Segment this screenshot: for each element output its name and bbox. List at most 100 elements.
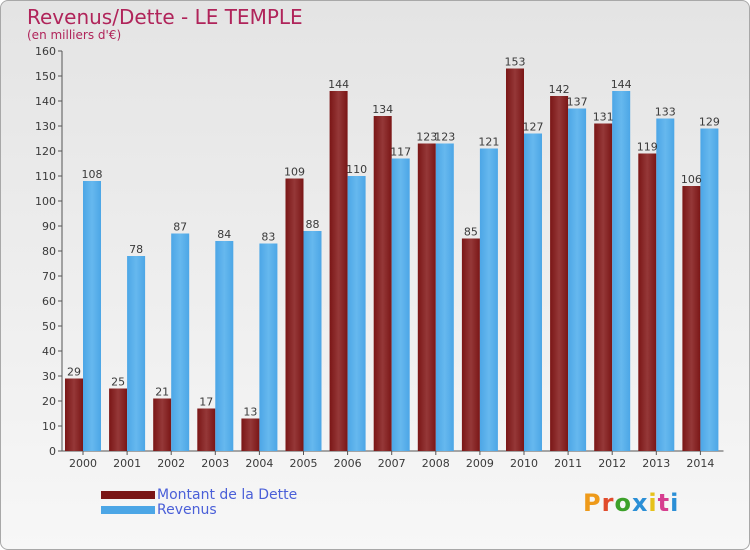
bar-debt-2010 xyxy=(506,68,524,451)
data-label-revenue-2014: 129 xyxy=(699,116,720,129)
bar-debt-2000 xyxy=(65,378,83,451)
data-label-revenue-2012: 144 xyxy=(611,78,632,91)
data-label-debt-2000: 29 xyxy=(67,366,81,379)
data-label-revenue-2002: 87 xyxy=(173,221,187,234)
bar-revenue-2007 xyxy=(391,158,410,451)
data-label-revenue-2004: 83 xyxy=(261,231,275,244)
data-label-debt-2014: 106 xyxy=(681,173,702,186)
x-tick-label: 2000 xyxy=(69,457,97,470)
bar-debt-2011 xyxy=(550,96,569,451)
bar-revenue-2008 xyxy=(435,143,454,451)
bar-debt-2009 xyxy=(461,238,480,451)
bar-debt-2001 xyxy=(109,388,128,451)
bar-debt-2003 xyxy=(197,408,216,451)
data-label-debt-2003: 17 xyxy=(199,396,213,409)
chart-subtitle: (en milliers d'€) xyxy=(27,28,122,42)
logo-letter: i xyxy=(648,489,658,517)
logo-letter: o xyxy=(614,489,632,517)
x-tick-label: 2001 xyxy=(113,457,141,470)
data-label-revenue-2005: 88 xyxy=(306,218,320,231)
y-tick-label: 120 xyxy=(35,145,56,158)
x-tick-label: 2011 xyxy=(554,457,582,470)
legend: Montant de la Dette Revenus xyxy=(101,487,297,518)
y-tick-label: 160 xyxy=(35,45,56,58)
data-label-debt-2005: 109 xyxy=(284,166,305,179)
y-tick-label: 70 xyxy=(42,270,56,283)
data-label-revenue-2006: 110 xyxy=(346,163,367,176)
data-label-debt-2008: 123 xyxy=(416,131,437,144)
y-tick-label: 30 xyxy=(42,370,56,383)
y-tick-label: 150 xyxy=(35,70,56,83)
bar-revenue-2006 xyxy=(347,176,366,451)
bar-revenue-2013 xyxy=(656,118,675,451)
data-label-debt-2012: 131 xyxy=(593,111,614,124)
data-label-revenue-2013: 133 xyxy=(655,106,676,119)
bar-revenue-2011 xyxy=(568,108,587,451)
x-tick-label: 2014 xyxy=(686,457,714,470)
legend-swatch-debt xyxy=(101,490,155,499)
x-tick-label: 2005 xyxy=(290,457,318,470)
bar-debt-2012 xyxy=(594,123,613,451)
bar-revenue-2001 xyxy=(127,256,146,451)
y-tick-label: 10 xyxy=(42,420,56,433)
data-label-debt-2002: 21 xyxy=(155,386,169,399)
y-tick-label: 20 xyxy=(42,395,56,408)
y-tick-label: 0 xyxy=(49,445,56,458)
proxiti-logo: Proxiti xyxy=(583,489,679,517)
bar-debt-2013 xyxy=(638,153,657,451)
y-tick-label: 40 xyxy=(42,345,56,358)
bar-debt-2014 xyxy=(682,186,701,451)
y-tick-label: 80 xyxy=(42,245,56,258)
data-label-debt-2013: 119 xyxy=(637,141,658,154)
data-label-debt-2009: 85 xyxy=(464,226,478,239)
x-tick-label: 2007 xyxy=(378,457,406,470)
data-label-revenue-2007: 117 xyxy=(390,146,411,159)
x-tick-label: 2013 xyxy=(642,457,670,470)
bar-revenue-2014 xyxy=(700,128,719,451)
x-tick-label: 2012 xyxy=(598,457,626,470)
x-tick-label: 2008 xyxy=(422,457,450,470)
x-tick-label: 2010 xyxy=(510,457,538,470)
chart-title: Revenus/Dette - LE TEMPLE xyxy=(27,5,303,29)
logo-letter: t xyxy=(657,489,671,517)
bar-revenue-2004 xyxy=(259,243,278,451)
bar-debt-2002 xyxy=(153,398,172,451)
bar-revenue-2012 xyxy=(612,91,631,451)
data-label-revenue-2011: 137 xyxy=(567,96,588,109)
data-label-debt-2001: 25 xyxy=(111,376,125,389)
x-tick-label: 2009 xyxy=(466,457,494,470)
bar-debt-2005 xyxy=(285,178,304,451)
x-tick-label: 2003 xyxy=(201,457,229,470)
data-label-revenue-2003: 84 xyxy=(217,228,231,241)
bar-revenue-2002 xyxy=(171,233,190,451)
bar-debt-2008 xyxy=(417,143,436,451)
logo-letter: P xyxy=(583,489,602,517)
bar-revenue-2003 xyxy=(215,241,234,451)
data-label-revenue-2008: 123 xyxy=(434,131,455,144)
bar-revenue-2009 xyxy=(479,148,498,451)
bar-debt-2007 xyxy=(373,116,392,451)
data-label-revenue-2000: 108 xyxy=(82,168,103,181)
data-label-debt-2007: 134 xyxy=(372,103,393,116)
y-tick-label: 140 xyxy=(35,95,56,108)
data-label-debt-2010: 153 xyxy=(505,56,526,69)
data-label-debt-2011: 142 xyxy=(549,83,570,96)
logo-letter: r xyxy=(601,489,615,517)
data-label-revenue-2001: 78 xyxy=(129,243,143,256)
bar-debt-2006 xyxy=(329,91,348,451)
x-tick-label: 2006 xyxy=(334,457,362,470)
x-tick-label: 2002 xyxy=(157,457,185,470)
legend-item-revenue: Revenus xyxy=(101,502,297,518)
data-label-debt-2006: 144 xyxy=(328,78,349,91)
logo-letter: x xyxy=(631,489,649,517)
bar-revenue-2005 xyxy=(303,231,322,451)
y-tick-label: 110 xyxy=(35,170,56,183)
y-tick-label: 50 xyxy=(42,320,56,333)
bar-revenue-2010 xyxy=(524,133,542,451)
bar-revenue-2000 xyxy=(83,181,101,451)
data-label-debt-2004: 13 xyxy=(243,406,257,419)
y-tick-label: 130 xyxy=(35,120,56,133)
bar-debt-2004 xyxy=(241,418,260,451)
